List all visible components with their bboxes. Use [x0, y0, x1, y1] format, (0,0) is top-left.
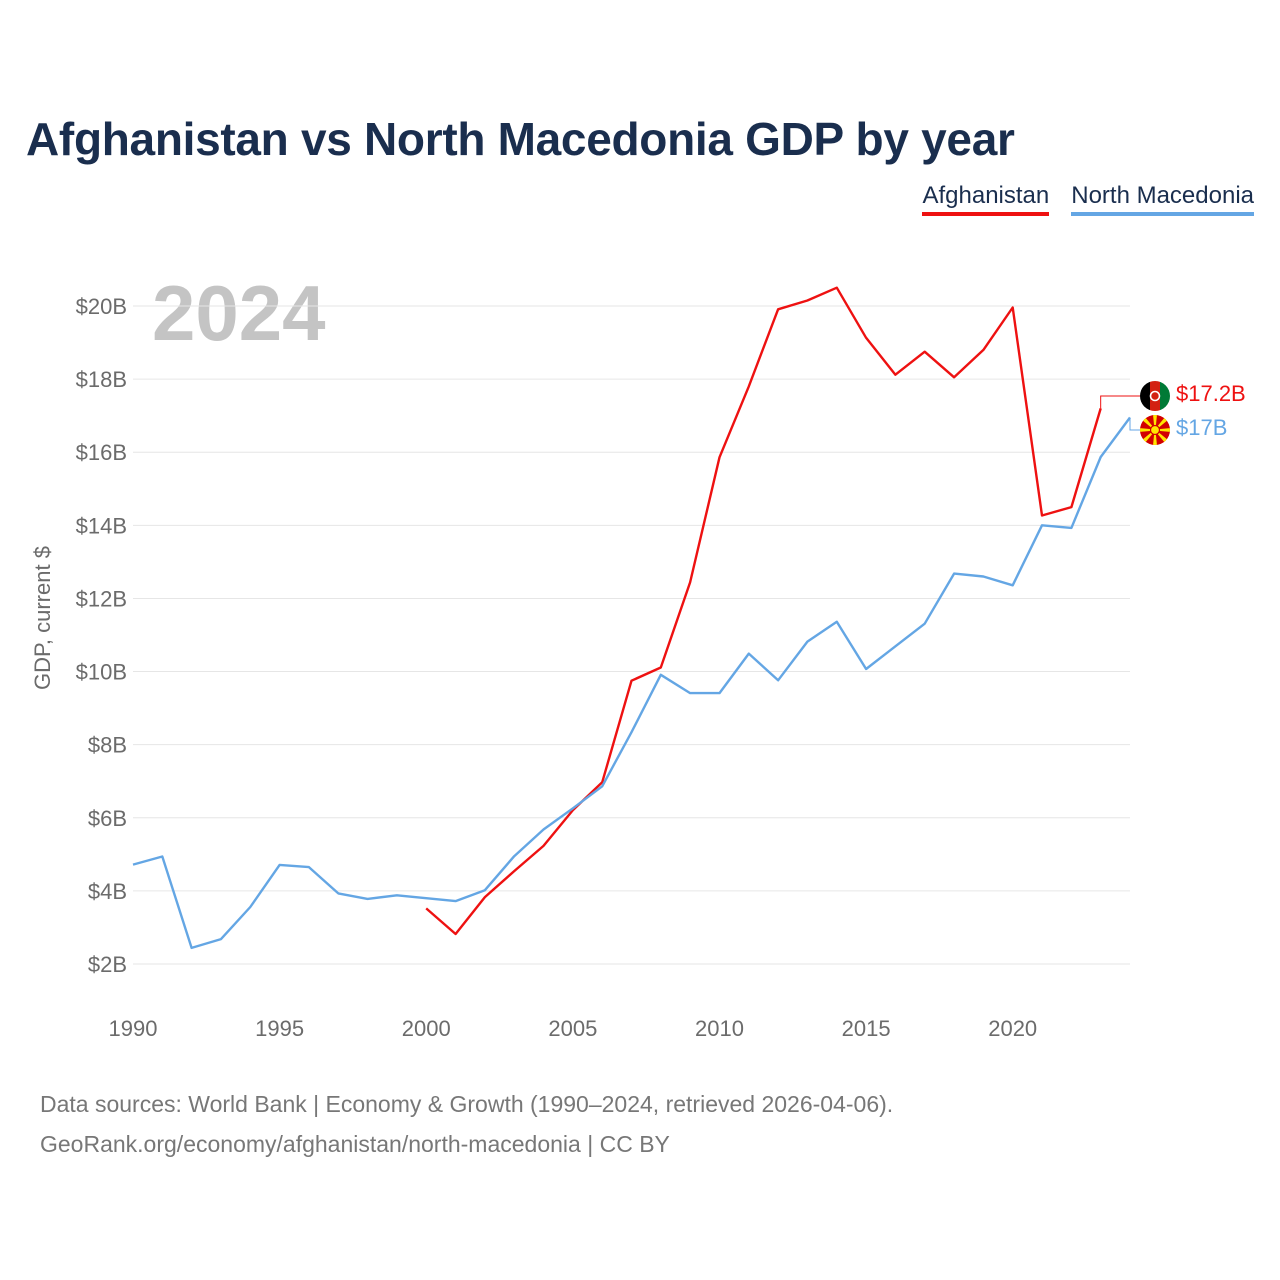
- flag-ray: [1140, 427, 1152, 433]
- data-point-afghanistan[interactable]: [541, 843, 547, 849]
- data-point-north-macedonia[interactable]: [629, 729, 635, 735]
- data-point-north-macedonia[interactable]: [716, 690, 722, 696]
- data-point-north-macedonia[interactable]: [159, 854, 165, 860]
- data-point-north-macedonia[interactable]: [980, 574, 986, 580]
- source-line-1: Data sources: World Bank | Economy & Gro…: [40, 1091, 894, 1117]
- north-macedonia-flag-icon: [1140, 415, 1170, 445]
- y-tick-label: $18B: [76, 367, 127, 392]
- y-tick-label: $6B: [88, 806, 127, 831]
- data-point-afghanistan[interactable]: [1010, 304, 1016, 310]
- y-tick-label: $8B: [88, 733, 127, 758]
- data-point-afghanistan[interactable]: [892, 372, 898, 378]
- data-point-north-macedonia[interactable]: [394, 892, 400, 898]
- data-point-north-macedonia[interactable]: [189, 945, 195, 951]
- y-tick-label: $12B: [76, 586, 127, 611]
- data-point-north-macedonia[interactable]: [834, 619, 840, 625]
- data-point-afghanistan[interactable]: [511, 868, 517, 874]
- data-point-north-macedonia[interactable]: [863, 666, 869, 672]
- afghanistan-label-connector: [1100, 395, 1140, 409]
- x-tick-label: 2015: [842, 1016, 891, 1041]
- flag-ray: [1158, 427, 1170, 433]
- afghanistan-end-label: $17.2B: [1176, 381, 1246, 406]
- year-watermark: 2024: [152, 269, 326, 357]
- data-point-north-macedonia[interactable]: [423, 895, 429, 901]
- data-point-north-macedonia[interactable]: [541, 826, 547, 832]
- data-point-north-macedonia[interactable]: [306, 864, 312, 870]
- flag-ray: [1152, 415, 1158, 427]
- y-tick-label: $14B: [76, 513, 127, 538]
- legend-item-north-macedonia[interactable]: North Macedonia: [1071, 182, 1254, 216]
- data-point-north-macedonia[interactable]: [746, 651, 752, 657]
- data-point-afghanistan[interactable]: [1068, 504, 1074, 510]
- data-point-afghanistan[interactable]: [629, 678, 635, 684]
- data-point-afghanistan[interactable]: [775, 306, 781, 312]
- data-point-afghanistan[interactable]: [980, 347, 986, 353]
- data-point-north-macedonia[interactable]: [1039, 522, 1045, 528]
- data-point-north-macedonia[interactable]: [599, 783, 605, 789]
- data-point-north-macedonia[interactable]: [335, 890, 341, 896]
- data-point-afghanistan[interactable]: [863, 335, 869, 341]
- data-point-north-macedonia[interactable]: [570, 805, 576, 811]
- data-point-north-macedonia[interactable]: [658, 672, 664, 678]
- y-axis-title: GDP, current $: [30, 546, 55, 690]
- x-tick-label: 2020: [988, 1016, 1037, 1041]
- x-tick-label: 2005: [548, 1016, 597, 1041]
- y-tick-label: $20B: [76, 294, 127, 319]
- data-point-north-macedonia[interactable]: [1098, 454, 1104, 460]
- data-point-afghanistan[interactable]: [687, 579, 693, 585]
- data-point-north-macedonia[interactable]: [218, 936, 224, 942]
- afghanistan-flag-icon: [1140, 381, 1170, 411]
- data-point-north-macedonia[interactable]: [130, 862, 136, 868]
- source-note: Data sources: World Bank | Economy & Gro…: [40, 1084, 893, 1164]
- x-tick-label: 1995: [255, 1016, 304, 1041]
- y-tick-label: $2B: [88, 952, 127, 977]
- data-point-north-macedonia[interactable]: [922, 621, 928, 627]
- data-point-afghanistan[interactable]: [423, 905, 429, 911]
- legend-item-afghanistan[interactable]: Afghanistan: [922, 182, 1050, 216]
- data-point-afghanistan[interactable]: [453, 931, 459, 937]
- y-tick-label: $10B: [76, 660, 127, 685]
- data-point-north-macedonia[interactable]: [482, 887, 488, 893]
- data-point-afghanistan[interactable]: [658, 665, 664, 671]
- series-line-north-macedonia: [132, 416, 1131, 950]
- data-point-north-macedonia[interactable]: [1068, 525, 1074, 531]
- chart-title: Afghanistan vs North Macedonia GDP by ye…: [26, 113, 1015, 165]
- data-point-afghanistan[interactable]: [746, 383, 752, 389]
- x-tick-label: 1990: [109, 1016, 158, 1041]
- data-point-afghanistan[interactable]: [951, 374, 957, 380]
- data-point-north-macedonia[interactable]: [1010, 582, 1016, 588]
- data-point-north-macedonia[interactable]: [247, 904, 253, 910]
- source-line-2[interactable]: GeoRank.org/economy/afghanistan/north-ma…: [40, 1131, 670, 1157]
- data-point-north-macedonia[interactable]: [775, 677, 781, 683]
- y-tick-label: $16B: [76, 440, 127, 465]
- x-tick-label: 2010: [695, 1016, 744, 1041]
- data-point-north-macedonia[interactable]: [951, 571, 957, 577]
- data-point-north-macedonia[interactable]: [892, 643, 898, 649]
- data-point-afghanistan[interactable]: [922, 349, 928, 355]
- data-point-north-macedonia[interactable]: [277, 862, 283, 868]
- data-point-north-macedonia[interactable]: [453, 898, 459, 904]
- north-macedonia-end-label: $17B: [1176, 415, 1227, 440]
- x-tick-label: 2000: [402, 1016, 451, 1041]
- data-point-afghanistan[interactable]: [1039, 512, 1045, 518]
- north-macedonia-label-connector: [1129, 417, 1140, 431]
- data-point-north-macedonia[interactable]: [511, 853, 517, 859]
- data-point-north-macedonia[interactable]: [804, 639, 810, 645]
- data-point-afghanistan[interactable]: [482, 894, 488, 900]
- data-point-north-macedonia[interactable]: [365, 896, 371, 902]
- data-point-afghanistan[interactable]: [834, 285, 840, 291]
- series-line-afghanistan: [425, 286, 1102, 936]
- flag-ray: [1152, 433, 1158, 445]
- legend: Afghanistan North Macedonia: [922, 182, 1254, 216]
- y-tick-label: $4B: [88, 879, 127, 904]
- data-point-afghanistan[interactable]: [716, 454, 722, 460]
- data-point-afghanistan[interactable]: [804, 298, 810, 304]
- data-point-north-macedonia[interactable]: [687, 690, 693, 696]
